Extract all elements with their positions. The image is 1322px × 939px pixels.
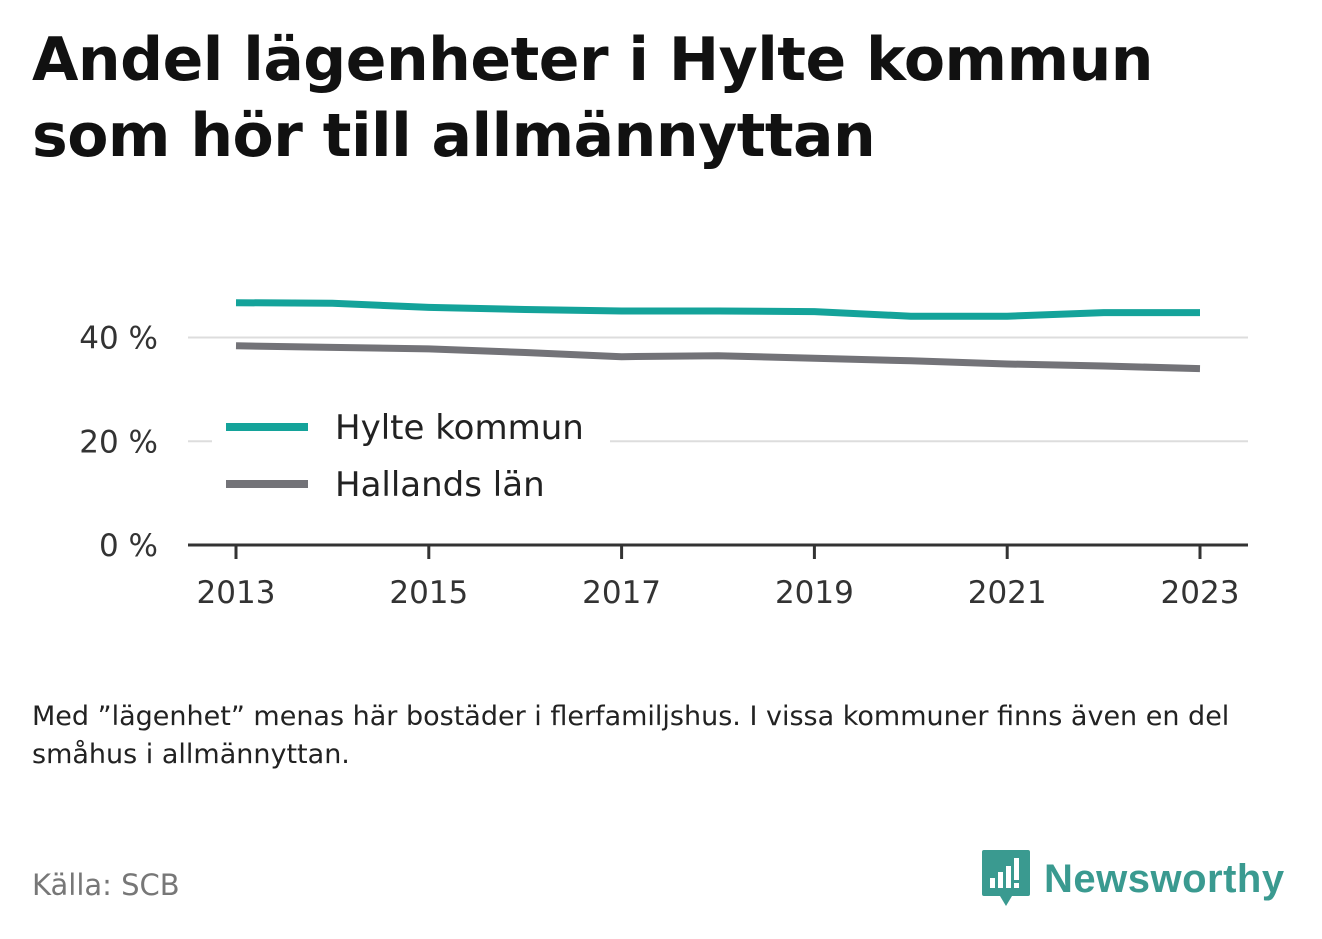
y-axis-tick-labels: 0 % 20 % 40 % — [79, 321, 158, 565]
chart-title: Andel lägenheter i Hylte kommun som hör … — [32, 25, 1154, 171]
x-tick-label: 2015 — [389, 575, 468, 611]
series-line-0 — [235, 299, 1200, 320]
x-axis: 2013 2015 2017 2019 2021 2023 — [188, 543, 1248, 611]
line-chart: 0 % 20 % 40 % Hylte kommun Hallands län 201… — [79, 299, 1248, 611]
x-tick-label: 2017 — [582, 575, 661, 611]
y-tick-label: 20 % — [79, 424, 158, 460]
x-tick-label: 2019 — [775, 575, 854, 611]
source-label: Källa: SCB — [32, 868, 180, 902]
legend-background — [212, 398, 610, 510]
brand-logo: Newsworthy — [980, 848, 1285, 910]
brand-name: Newsworthy — [1044, 856, 1285, 901]
x-tick-label: 2013 — [197, 575, 276, 611]
x-tick-label: 2021 — [968, 575, 1047, 611]
newsworthy-logo-icon — [982, 850, 1030, 906]
legend: Hylte kommun Hallands län — [212, 398, 610, 510]
y-tick-label: 40 % — [79, 321, 158, 357]
series-lines — [235, 299, 1201, 373]
y-tick-label: 0 % — [99, 528, 158, 564]
legend-label-0: Hylte kommun — [335, 408, 584, 448]
legend-label-1: Hallands län — [335, 465, 545, 505]
chart-note: Med ”lägenhet” menas här bostäder i fler… — [32, 701, 1230, 770]
series-line-1 — [235, 342, 1201, 373]
x-tick-label: 2023 — [1161, 575, 1240, 611]
